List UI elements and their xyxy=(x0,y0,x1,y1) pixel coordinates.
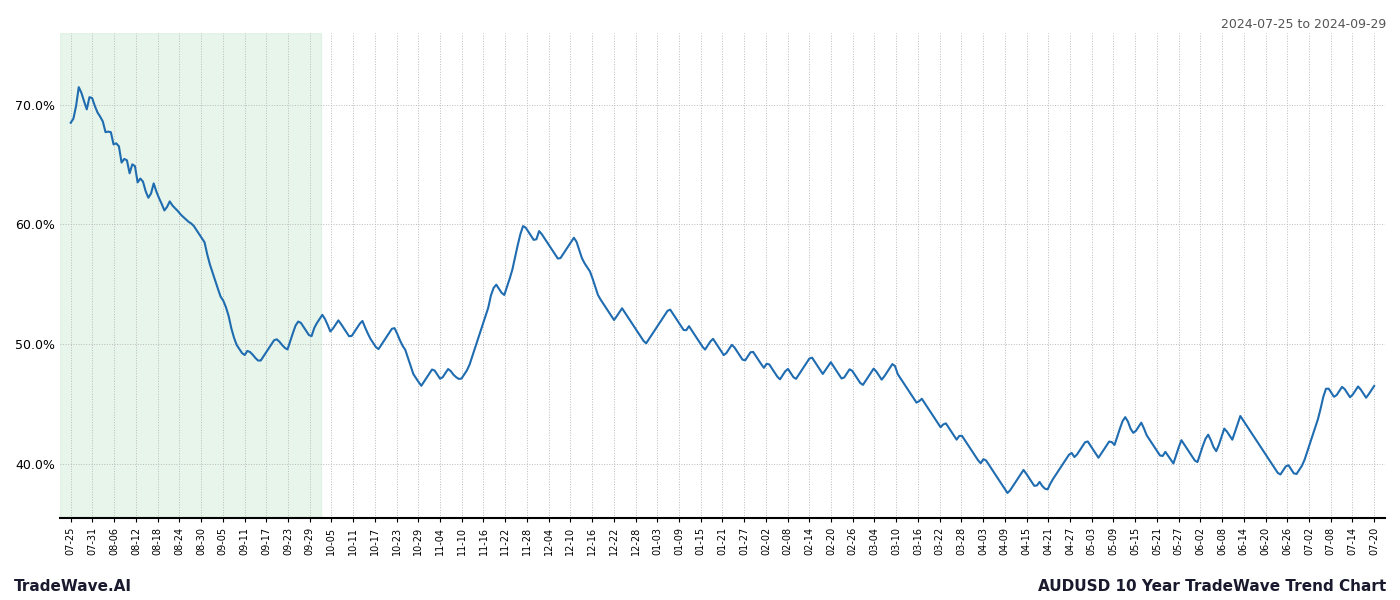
Text: AUDUSD 10 Year TradeWave Trend Chart: AUDUSD 10 Year TradeWave Trend Chart xyxy=(1037,579,1386,594)
Text: 2024-07-25 to 2024-09-29: 2024-07-25 to 2024-09-29 xyxy=(1221,18,1386,31)
Text: TradeWave.AI: TradeWave.AI xyxy=(14,579,132,594)
Bar xyxy=(60,33,321,518)
